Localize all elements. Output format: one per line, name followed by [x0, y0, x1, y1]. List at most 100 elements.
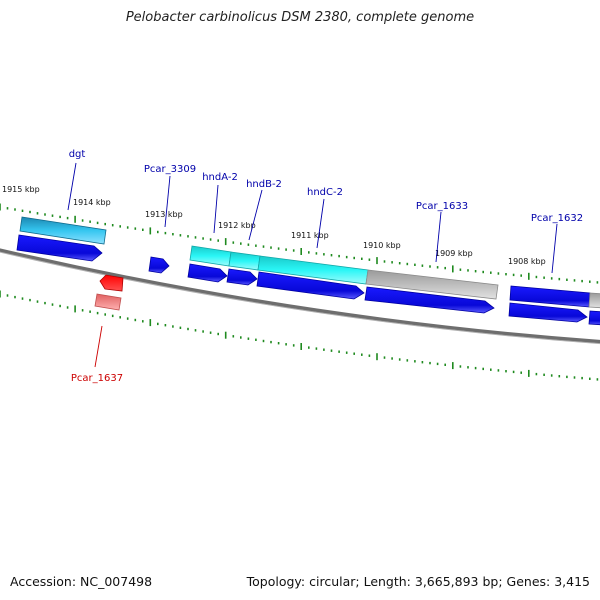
scale-tick-minor: [247, 337, 250, 340]
scale-tick-minor: [368, 354, 371, 357]
scale-label: 1911 kbp: [291, 231, 329, 240]
gene-feature-hnda-2[interactable]: [189, 245, 232, 267]
leader-line-pcar-1632: [551, 223, 558, 274]
scale-tick-minor: [240, 336, 242, 339]
cds-arrow-pcar-1632[interactable]: [508, 302, 588, 323]
scale-label: 1909 kbp: [435, 249, 473, 258]
scale-tick-minor: [308, 251, 310, 254]
scale-tick-minor: [338, 350, 340, 353]
cds-arrow-hndb-2[interactable]: [226, 268, 258, 286]
scale-tick-minor: [292, 249, 295, 252]
gene-feature-next[interactable]: [588, 292, 600, 309]
gene-feature-pcar-1637[interactable]: [94, 293, 122, 311]
scale-tick-minor: [414, 263, 416, 266]
scale-tick-minor: [345, 255, 348, 259]
cds-arrow-hndc-2[interactable]: [256, 271, 365, 300]
gene-label-pcar-3309[interactable]: Pcar_3309: [144, 164, 196, 175]
scale-tick-minor: [505, 273, 507, 276]
scale-tick-minor: [247, 243, 250, 246]
scale-tick-minor: [172, 325, 174, 328]
scale-tick-minor: [520, 371, 522, 374]
scale-tick-minor: [277, 342, 280, 345]
gene-feature-dgt[interactable]: [19, 216, 107, 245]
scale-tick-minor: [157, 322, 159, 326]
scale-tick-minor: [51, 214, 54, 217]
scale-tick-minor: [44, 213, 46, 216]
scale-tick-minor: [436, 362, 439, 366]
gene-label-pcar-1633[interactable]: Pcar_1633: [416, 201, 468, 212]
scale-tick-minor: [566, 375, 568, 379]
cds-arrow-pcar-3309[interactable]: [148, 256, 170, 274]
scale-tick-minor: [270, 246, 272, 249]
gene-label-hndb-2[interactable]: hndB-2: [246, 179, 282, 190]
scale-label: 1913 kbp: [145, 210, 183, 219]
scale-tick-minor: [338, 254, 340, 258]
scale-tick-minor: [142, 228, 144, 231]
scale-tick-minor: [573, 279, 576, 282]
scale-tick-minor: [104, 222, 106, 226]
scale-tick-minor: [285, 248, 287, 251]
scale-tick-minor: [202, 237, 204, 240]
scale-tick-minor: [383, 356, 386, 359]
cds-arrow-pcar-1637[interactable]: [99, 274, 124, 292]
scale-tick-minor: [89, 220, 91, 223]
gene-feature-hndb-2[interactable]: [228, 251, 261, 271]
leader-line-dgt: [67, 162, 77, 211]
scale-ticks-inner: [0, 290, 599, 381]
scale-tick-minor: [474, 366, 477, 370]
gene-label-hndc-2[interactable]: hndC-2: [307, 187, 343, 198]
scale-tick-minor: [29, 298, 31, 302]
scale-tick-minor: [262, 245, 265, 248]
scale-tick-minor: [459, 365, 462, 368]
scale-tick-minor: [535, 372, 538, 376]
gene-label-hnda-2[interactable]: hndA-2: [202, 172, 238, 183]
scale-tick-minor: [353, 256, 355, 260]
cds-arrow-next[interactable]: [588, 310, 600, 326]
scale-tick-minor: [66, 216, 69, 220]
scale-tick-minor: [59, 215, 61, 219]
cds-arrow-dgt[interactable]: [16, 234, 103, 262]
scale-tick-major: [74, 215, 76, 223]
scale-tick-minor: [134, 227, 137, 230]
scale-tick-minor: [179, 326, 182, 329]
scale-tick-minor: [482, 367, 484, 371]
scale-tick-minor: [187, 235, 189, 238]
scale-tick-minor: [126, 317, 129, 320]
gene-label-pcar-1632[interactable]: Pcar_1632: [531, 213, 583, 224]
scale-tick-minor: [406, 262, 409, 266]
genome-backbone-highlight: [0, 251, 600, 345]
scale-tick-minor: [315, 347, 318, 350]
leader-line-hnda-2: [213, 184, 219, 234]
scale-tick-major: [376, 257, 378, 265]
scale-tick-minor: [398, 358, 401, 361]
gene-feature-pcar-1633[interactable]: [365, 269, 499, 300]
scale-tick-minor: [361, 257, 363, 260]
cds-forward-row: [16, 234, 600, 326]
scale-labels: 1915 kbp 1914 kbp 1913 kbp 1912 kbp 1911…: [2, 185, 546, 266]
scale-tick-minor: [66, 306, 69, 309]
scale-tick-minor: [406, 359, 409, 362]
scale-tick-minor: [444, 266, 446, 270]
scale-tick-minor: [467, 269, 469, 272]
scale-tick-minor: [444, 363, 446, 366]
scale-tick-minor: [232, 335, 235, 338]
scale-tick-minor: [535, 275, 538, 279]
cds-arrow-hnda-2[interactable]: [187, 263, 228, 283]
gene-label-dgt[interactable]: dgt: [69, 149, 86, 160]
cds-arrow-pcar-1633[interactable]: [364, 286, 495, 314]
scale-tick-minor: [474, 270, 477, 273]
scale-tick-minor: [323, 348, 325, 351]
scale-tick-minor: [255, 338, 257, 341]
scale-tick-minor: [36, 212, 39, 215]
gene-label-pcar-1637[interactable]: Pcar_1637: [71, 373, 123, 384]
scale-tick-minor: [59, 304, 61, 308]
genome-summary-text: Topology: circular; Length: 3,665,893 bp…: [246, 574, 590, 589]
scale-tick-minor: [308, 346, 310, 349]
scale-tick-minor: [414, 360, 416, 363]
scale-tick-minor: [187, 327, 189, 331]
scale-tick-minor: [497, 272, 500, 275]
scale-tick-major: [528, 272, 530, 280]
leader-line-pcar-1633: [435, 211, 442, 263]
scale-tick-minor: [119, 316, 121, 319]
